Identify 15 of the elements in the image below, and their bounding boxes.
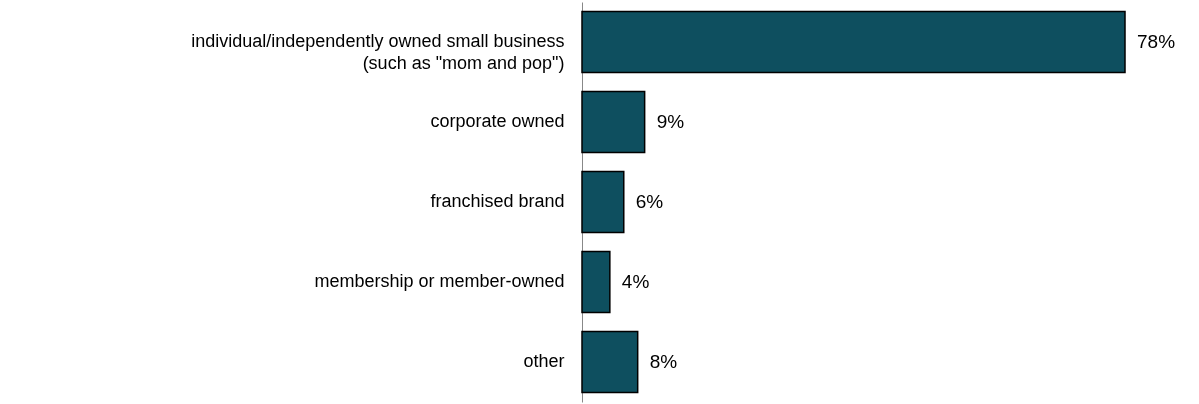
- bar: [581, 250, 611, 314]
- bar: [581, 330, 639, 394]
- bar: [581, 170, 625, 234]
- y-tick-label: franchised brand: [430, 191, 565, 211]
- y-tick-label: other: [523, 351, 565, 371]
- data-label: 6%: [635, 191, 664, 212]
- y-tick-label: corporate owned: [430, 111, 565, 131]
- data-label: 8%: [649, 351, 678, 372]
- data-label: 78%: [1137, 31, 1176, 52]
- y-tick-label: individual/independently owned small business (such as "mom and pop"): [191, 31, 565, 73]
- bar: [581, 10, 1126, 74]
- data-label: 9%: [656, 111, 685, 132]
- data-label: 4%: [621, 271, 650, 292]
- bar: [581, 90, 646, 154]
- y-tick-label: membership or member-owned: [314, 271, 565, 291]
